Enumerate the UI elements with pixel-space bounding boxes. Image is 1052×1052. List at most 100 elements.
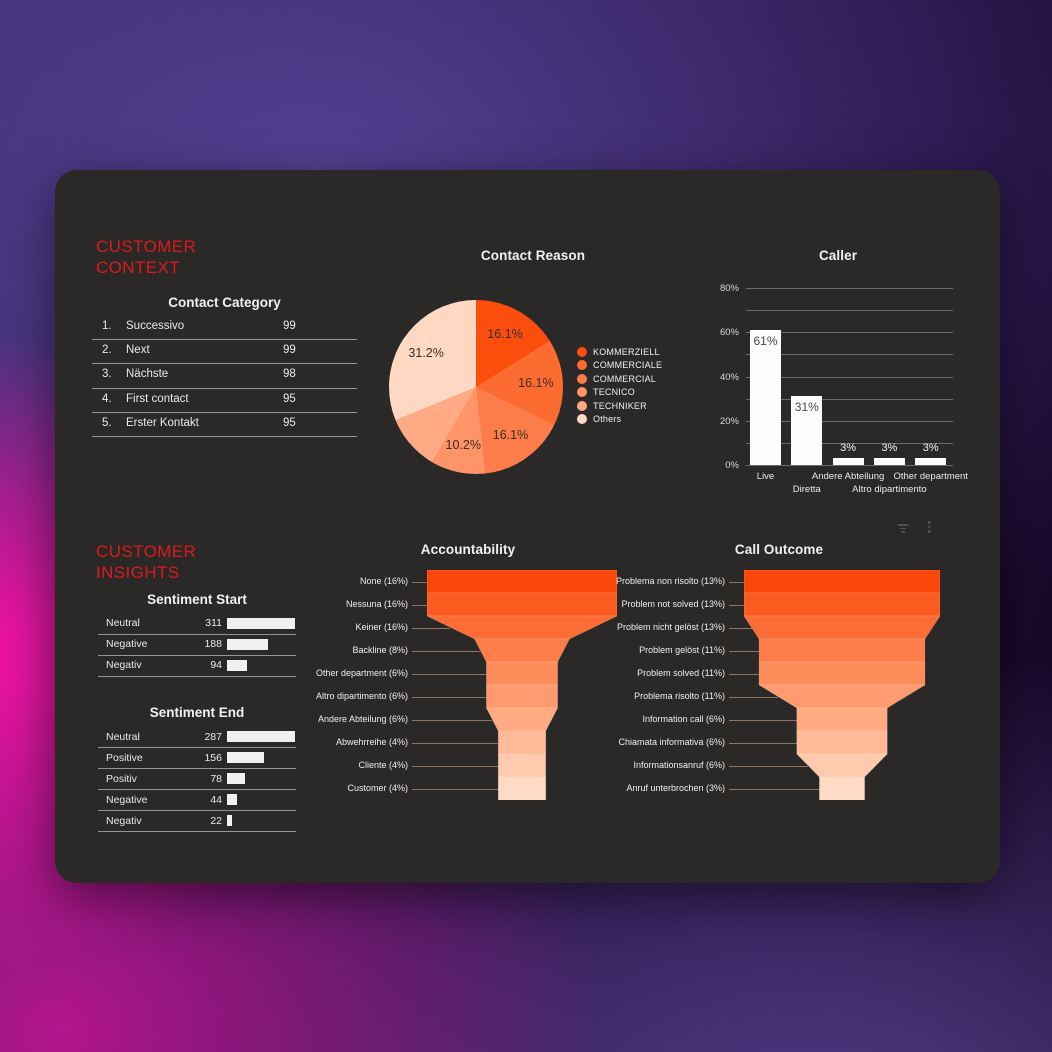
gridline bbox=[746, 442, 953, 444]
section-heading-customer-insights: CUSTOMER INSIGHTS bbox=[96, 542, 197, 582]
funnel-segment bbox=[744, 592, 941, 617]
funnel-connector-line bbox=[729, 719, 798, 721]
gridline bbox=[746, 354, 953, 356]
row-value: 95 bbox=[283, 416, 296, 429]
legend-label: TECNICO bbox=[593, 387, 635, 398]
legend-dot bbox=[577, 387, 587, 398]
funnel-stage-label: Informationsanruf (6%) bbox=[633, 759, 725, 770]
bar-live bbox=[750, 330, 781, 465]
funnel-stage-label: Nessuna (16%) bbox=[345, 598, 408, 609]
funnel-connector-line bbox=[729, 581, 745, 583]
gridline bbox=[746, 288, 953, 289]
table-row: Neutral 287 bbox=[98, 727, 296, 748]
funnel-connector-line bbox=[729, 627, 752, 629]
legend-dot bbox=[577, 400, 587, 411]
sentiment-end-table: Sentiment End Neutral 287 Positive 156 Posit… bbox=[98, 705, 296, 832]
accountability-title: Accountability bbox=[420, 542, 516, 557]
bar-value-label: 3% bbox=[840, 442, 857, 455]
row-rank: 4. bbox=[102, 392, 112, 405]
gridline bbox=[746, 420, 953, 422]
bar-value-label: 31% bbox=[794, 400, 819, 415]
row-value: 99 bbox=[283, 344, 296, 357]
sentiment-end-title: Sentiment End bbox=[149, 705, 245, 720]
funnel-segment bbox=[758, 661, 926, 686]
x-axis-tick: Andere Abteilung bbox=[811, 471, 885, 482]
funnel-shape bbox=[426, 570, 617, 800]
funnel-stage-label: Customer (4%) bbox=[347, 782, 408, 793]
funnel-connector-line bbox=[412, 696, 487, 698]
bar-diretta bbox=[791, 396, 823, 465]
gridline bbox=[746, 310, 953, 312]
legend-label: Others bbox=[593, 414, 622, 424]
funnel-shape bbox=[744, 570, 941, 800]
row-label: Neutral bbox=[106, 617, 140, 629]
funnel-connector-line bbox=[412, 673, 487, 675]
funnel-connector-line bbox=[729, 765, 809, 767]
row-label: First contact bbox=[126, 392, 189, 405]
y-axis-tick: 60% bbox=[719, 327, 739, 339]
row-bar bbox=[226, 773, 246, 784]
funnel-connector-line bbox=[729, 788, 820, 790]
funnel-stage-label: Information call (6%) bbox=[642, 713, 725, 724]
funnel-segment bbox=[426, 592, 617, 617]
bar-value-label: 61% bbox=[753, 334, 778, 349]
funnel-segment bbox=[426, 570, 617, 594]
x-axis-tick: Live bbox=[756, 471, 775, 482]
funnel-stage-label: Other department (6%) bbox=[315, 667, 408, 678]
funnel-connector-line bbox=[729, 604, 745, 606]
funnel-segment bbox=[744, 570, 941, 594]
funnel-stage-label: Chiamata informativa (6%) bbox=[618, 736, 725, 747]
gridline bbox=[746, 398, 953, 400]
filter-icon[interactable] bbox=[895, 521, 911, 535]
legend-label: COMMERCIALE bbox=[593, 360, 663, 371]
funnel-segment bbox=[744, 615, 941, 640]
row-value: 44 bbox=[210, 793, 222, 806]
funnel-connector-line bbox=[412, 765, 498, 767]
bar-andere-abteilung bbox=[832, 458, 864, 465]
legend-dot bbox=[577, 347, 587, 357]
legend-dot bbox=[577, 373, 587, 384]
funnel-stage-label: Problem solved (11%) bbox=[637, 667, 725, 678]
funnel-connector-line bbox=[412, 788, 498, 790]
table-row: Negative 188 bbox=[98, 635, 296, 656]
row-bar bbox=[226, 794, 238, 805]
row-bar bbox=[226, 659, 248, 671]
funnel-connector-line bbox=[729, 742, 798, 744]
funnel-stage-label: None (16%) bbox=[359, 575, 408, 586]
sentiment-start-table: Sentiment Start Neutral 311 Negative 188 Neg… bbox=[98, 592, 296, 677]
dashboard-card: CUSTOMER CONTEXT CUSTOMER INSIGHTS Conta… bbox=[55, 170, 1000, 883]
table-row: 2. Next 99 bbox=[92, 340, 357, 365]
table-row: Neutral 311 bbox=[98, 614, 296, 635]
funnel-stage-label: Andere Abteilung (6%) bbox=[317, 713, 408, 724]
row-bar bbox=[226, 638, 268, 650]
row-bar bbox=[226, 617, 295, 629]
funnel-connector-line bbox=[412, 604, 427, 606]
funnel-stage-label: Problem not solved (13%) bbox=[621, 598, 725, 609]
contact-category-table: Contact Category 1. Successivo 99 2. Next 99 3… bbox=[92, 295, 357, 437]
gridline bbox=[746, 332, 953, 334]
row-value: 287 bbox=[204, 730, 222, 743]
gridline bbox=[746, 376, 953, 378]
funnel-stage-label: Problem nicht gelöst (13%) bbox=[616, 621, 725, 632]
bar-other-department bbox=[915, 458, 947, 465]
row-value: 188 bbox=[204, 638, 222, 650]
table-row: Positiv 78 bbox=[98, 769, 296, 790]
legend-label: TECHNIKER bbox=[593, 400, 647, 411]
row-label: Next bbox=[126, 344, 150, 357]
funnel-stage-label: Abwehrreihe (4%) bbox=[335, 736, 408, 747]
row-rank: 2. bbox=[102, 344, 112, 357]
y-axis-tick: 80% bbox=[719, 283, 739, 294]
row-value: 95 bbox=[283, 392, 296, 405]
y-axis-tick: 40% bbox=[719, 371, 739, 383]
y-axis-tick: 20% bbox=[719, 415, 739, 427]
kebab-menu-icon[interactable] bbox=[921, 519, 937, 533]
row-label: Successivo bbox=[126, 320, 185, 332]
funnel-segment bbox=[796, 753, 889, 778]
funnel-segment bbox=[796, 730, 888, 755]
legend-label: COMMERCIAL bbox=[593, 373, 657, 384]
caller-title: Caller bbox=[818, 248, 858, 263]
contact-category-title: Contact Category bbox=[168, 295, 281, 310]
row-label: Negative bbox=[106, 793, 148, 806]
funnel-segment bbox=[757, 684, 927, 709]
row-bar bbox=[226, 752, 264, 763]
